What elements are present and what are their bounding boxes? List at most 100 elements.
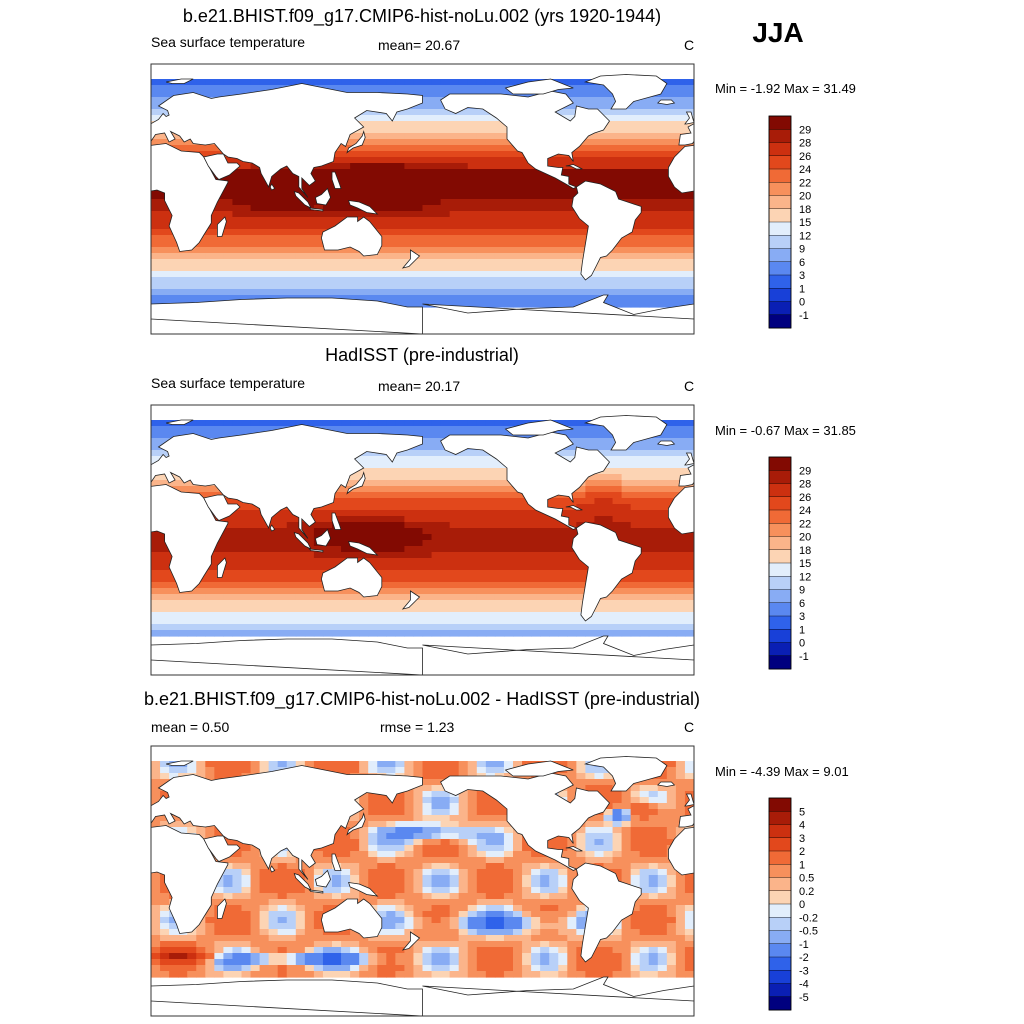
sst-cell xyxy=(558,522,568,529)
sst-cell xyxy=(494,217,505,224)
sst-cell xyxy=(359,199,369,206)
sst-cell xyxy=(377,217,387,224)
sst-cell xyxy=(440,133,451,140)
sst-cell xyxy=(531,564,541,571)
sst-cell xyxy=(648,157,659,164)
sst-cell xyxy=(576,247,586,254)
sst-cell xyxy=(458,624,469,631)
sst-cell xyxy=(558,187,568,194)
sst-cell xyxy=(241,163,252,170)
sst-cell xyxy=(350,187,360,194)
sst-cell xyxy=(558,450,568,457)
landmass xyxy=(166,78,194,84)
sst-cell xyxy=(558,618,568,625)
sst-cell xyxy=(675,283,686,290)
sst-cell xyxy=(431,570,442,577)
sst-cell xyxy=(458,767,469,774)
sst-cell xyxy=(413,420,424,427)
sst-cell xyxy=(594,510,605,517)
sst-cell xyxy=(332,498,342,505)
sst-cell xyxy=(476,265,487,272)
sst-cell xyxy=(440,193,451,200)
sst-cell xyxy=(151,139,161,146)
sst-cell xyxy=(485,600,496,607)
sst-cell xyxy=(549,199,559,206)
sst-cell xyxy=(648,127,659,134)
sst-cell xyxy=(494,247,505,254)
sst-cell xyxy=(277,528,288,535)
sst-cell xyxy=(531,534,541,541)
sst-cell xyxy=(440,187,451,194)
sst-cell xyxy=(449,558,460,565)
sst-cell xyxy=(576,145,586,152)
sst-cell xyxy=(503,588,514,595)
sst-cell xyxy=(630,253,641,260)
sst-cell xyxy=(440,271,451,278)
sst-cell xyxy=(612,504,623,511)
sst-cell xyxy=(675,211,686,218)
sst-cell xyxy=(567,181,577,188)
landmass xyxy=(858,530,873,547)
sst-cell xyxy=(368,271,378,278)
sst-cell xyxy=(458,594,469,601)
sst-cell xyxy=(404,79,415,86)
sst-cell xyxy=(368,534,378,541)
sst-cell xyxy=(395,145,405,152)
sst-cell xyxy=(494,612,505,619)
sst-cell xyxy=(250,253,261,260)
sst-cell xyxy=(621,139,632,146)
sst-cell xyxy=(476,229,487,236)
sst-cell xyxy=(684,241,694,248)
sst-cell xyxy=(232,516,243,523)
sst-cell xyxy=(431,175,442,182)
sst-cell xyxy=(648,115,659,122)
sst-cell xyxy=(377,600,387,607)
sst-cell xyxy=(648,229,659,236)
sst-cell xyxy=(494,259,505,266)
sst-cell xyxy=(404,522,415,529)
sst-cell xyxy=(422,91,433,98)
sst-cell xyxy=(476,211,487,218)
sst-cell xyxy=(404,175,415,182)
sst-cell xyxy=(476,85,487,92)
sst-cell xyxy=(286,217,297,224)
sst-cell xyxy=(223,229,234,236)
sst-cell xyxy=(359,181,369,188)
sst-cell xyxy=(286,630,297,637)
sst-cell xyxy=(666,277,677,284)
sst-cell xyxy=(205,79,215,86)
sst-cell xyxy=(440,456,451,463)
sst-cell xyxy=(522,283,532,290)
panel-range-label: Min = -0.67 Max = 31.85 xyxy=(715,423,856,438)
sst-cell xyxy=(422,785,433,792)
sst-cell xyxy=(549,217,559,224)
colorbar-box xyxy=(768,314,792,329)
sst-cell xyxy=(684,444,694,451)
sst-cell xyxy=(304,79,315,86)
sst-cell xyxy=(476,79,487,86)
sst-cell xyxy=(395,259,405,266)
sst-cell xyxy=(675,301,686,308)
sst-cell xyxy=(160,767,170,774)
sst-cell xyxy=(639,624,650,631)
sst-cell xyxy=(585,480,596,487)
sst-cell xyxy=(404,486,415,493)
sst-cell xyxy=(675,259,686,266)
sst-cell xyxy=(431,420,442,427)
sst-cell xyxy=(684,552,694,559)
sst-cell xyxy=(386,564,396,571)
sst-cell xyxy=(160,558,170,565)
colorbar-label: 3 xyxy=(799,270,805,282)
sst-cell xyxy=(666,785,677,792)
sst-cell xyxy=(295,576,306,583)
sst-cell xyxy=(621,181,632,188)
sst-cell xyxy=(476,139,487,146)
sst-cell xyxy=(522,199,532,206)
sst-cell xyxy=(567,594,577,601)
sst-cell xyxy=(540,528,550,535)
sst-cell xyxy=(250,175,261,182)
sst-cell xyxy=(440,480,451,487)
landmass xyxy=(852,549,866,552)
sst-cell xyxy=(259,199,270,206)
sst-cell xyxy=(549,582,559,589)
